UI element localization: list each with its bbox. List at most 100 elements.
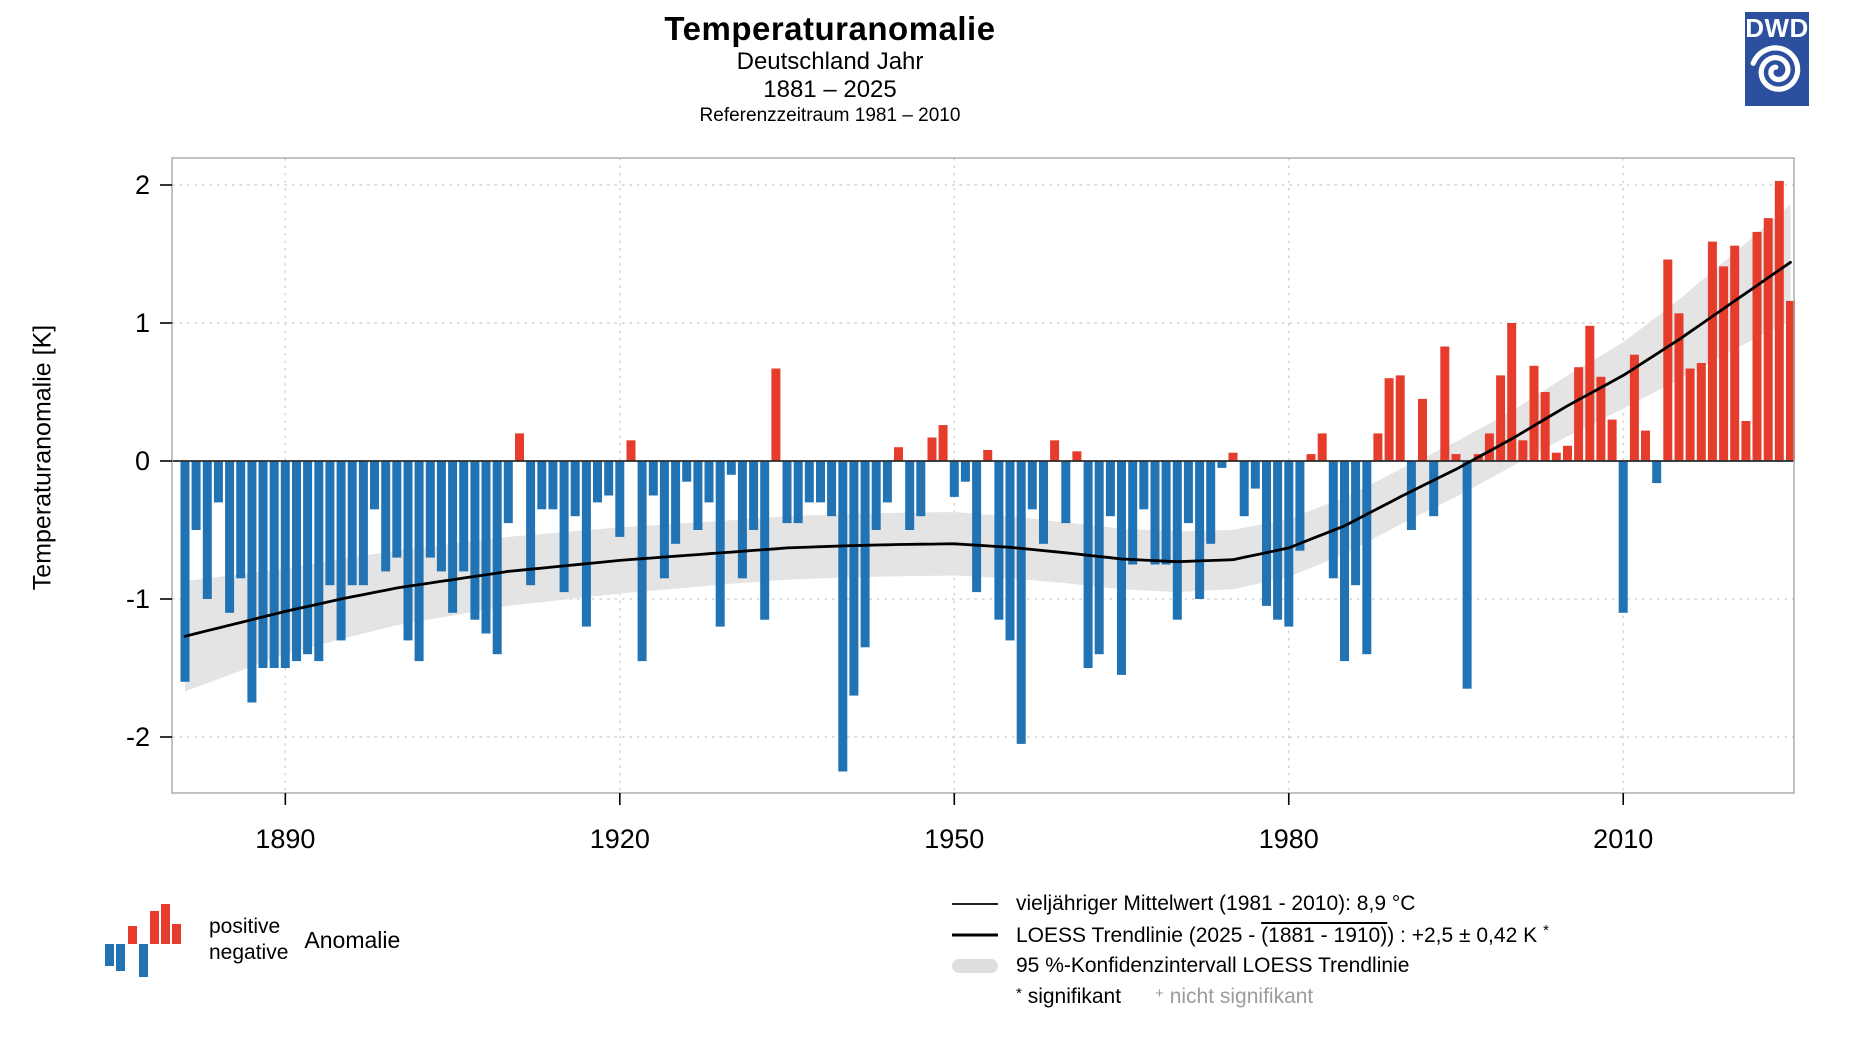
anomaly-bar-1966 (1128, 461, 1138, 565)
anomaly-bar-2011 (1629, 354, 1639, 461)
y-tick-label: 2 (135, 170, 150, 200)
anomaly-bar-1961 (1072, 451, 1082, 461)
anomaly-bar-1916 (570, 461, 580, 517)
legend-negative-bar (139, 944, 148, 977)
anomaly-chart: -2 -1 0 1 2 1890 1920 1950 1980 2010 (126, 157, 1795, 854)
anomaly-bar-2019 (1719, 266, 1729, 461)
anomaly-bar-2021 (1741, 421, 1751, 461)
anomaly-bar-2001 (1518, 440, 1528, 461)
anomaly-bar-1930 (726, 461, 736, 475)
y-tick-label: 0 (135, 446, 150, 476)
anomaly-bar-1906 (459, 461, 469, 572)
anomaly-bar-1913 (537, 461, 547, 510)
anomaly-bar-1909 (492, 461, 502, 655)
anomaly-bar-1911 (515, 433, 524, 461)
anomaly-bar-1886 (236, 461, 246, 579)
anomaly-bar-2012 (1641, 430, 1650, 461)
anomaly-bar-1957 (1027, 461, 1037, 510)
anomaly-bar-1927 (693, 461, 703, 530)
anomaly-bar-1920 (615, 461, 625, 537)
x-tick-label: 1950 (924, 824, 984, 854)
anomaly-bar-1960 (1061, 461, 1071, 524)
anomaly-bar-1949 (938, 425, 948, 461)
anomaly-bar-1934 (771, 368, 781, 461)
anomaly-bar-1994 (1440, 346, 1450, 461)
legend-mean-text: vieljähriger Mittelwert (1981 - 2010): 8… (1016, 891, 1416, 915)
anomaly-bar-1946 (905, 461, 915, 530)
dwd-logo-text: DWD (1745, 13, 1809, 43)
anomaly-bar-2005 (1563, 445, 1572, 461)
anomaly-bar-2017 (1696, 363, 1706, 461)
anomaly-bar-1971 (1183, 461, 1193, 524)
anomaly-bar-1947 (916, 461, 926, 517)
x-tick-label: 1890 (255, 824, 315, 854)
x-tick-label: 1920 (590, 824, 650, 854)
anomaly-bar-1933 (760, 461, 770, 620)
anomaly-bar-1981 (1295, 461, 1305, 551)
legend-positive-bar (172, 924, 181, 944)
anomaly-bar-2003 (1540, 392, 1550, 461)
legend-row-ci: 95 %-Konfidenzintervall LOESS Trendlinie (952, 950, 1549, 981)
anomaly-bar-1978 (1262, 461, 1271, 606)
legend-negative-bar (105, 944, 114, 966)
anomaly-bar-1904 (436, 461, 446, 572)
anomaly-bar-1990 (1395, 375, 1405, 461)
anomaly-bar-2008 (1596, 376, 1606, 461)
anomaly-bar-1888 (258, 461, 268, 668)
anomaly-bar-1943 (871, 461, 881, 530)
anomaly-bar-1980 (1284, 461, 1294, 627)
anomaly-bar-1902 (414, 461, 424, 662)
chart-period: 1881 – 2025 (763, 76, 897, 103)
anomaly-bar-1942 (860, 461, 870, 648)
legend-row-loess: LOESS Trendlinie (2025 - (1881 - 1910)) … (952, 919, 1549, 950)
legend-negative-label: negative (209, 941, 289, 964)
anomaly-bar-1914 (548, 461, 558, 510)
anomaly-bar-1938 (816, 461, 825, 503)
confidence-band-icon (952, 958, 998, 973)
anomaly-bar-2004 (1551, 452, 1561, 461)
anomaly-bar-1996 (1462, 461, 1472, 689)
anomaly-bar-1992 (1418, 398, 1427, 461)
anomaly-bar-1937 (804, 461, 814, 503)
not-significant-label: + nicht signifikant (1155, 984, 1314, 1008)
anomaly-bar-1881 (180, 461, 190, 682)
anomaly-bar-1919 (604, 461, 614, 496)
anomaly-bar-2022 (1752, 231, 1762, 461)
legend-positive-bar (150, 911, 159, 944)
anomaly-bar-1917 (581, 461, 591, 627)
legend-negative-bar (116, 944, 125, 971)
anomaly-bar-1898 (370, 461, 379, 510)
anomaly-bar-1969 (1161, 461, 1171, 565)
anomaly-bar-2006 (1574, 367, 1584, 461)
anomaly-bar-1936 (793, 461, 803, 524)
anomaly-bar-1986 (1351, 461, 1361, 586)
anomaly-bar-1979 (1273, 461, 1283, 620)
anomaly-bar-1970 (1172, 461, 1182, 620)
anomaly-bar-1900 (392, 461, 402, 558)
anomaly-bar-1974 (1217, 461, 1227, 468)
anomaly-bar-1924 (659, 461, 669, 579)
anomaly-bar-1998 (1484, 433, 1494, 461)
dwd-logo: DWD (1745, 12, 1809, 106)
anomaly-bar-1890 (280, 461, 290, 668)
anomaly-bar-1993 (1429, 461, 1439, 517)
anomaly-bar-1895 (336, 461, 346, 641)
x-tick-label: 1980 (1259, 824, 1319, 854)
anomaly-bar-1989 (1384, 378, 1394, 461)
anomaly-bar-1952 (972, 461, 982, 593)
anomaly-bar-1945 (894, 447, 903, 461)
anomaly-legend-icon (105, 904, 181, 977)
anomaly-bar-1882 (191, 461, 201, 530)
anomaly-bar-1931 (737, 461, 747, 579)
anomaly-bar-1926 (682, 461, 692, 482)
chart-reference-period: Referenzzeitraum 1981 – 2010 (699, 105, 961, 126)
anomaly-bar-1988 (1373, 433, 1383, 461)
y-tick-label: -1 (126, 584, 150, 614)
anomaly-bar-1908 (481, 461, 491, 634)
anomaly-bar-1965 (1117, 461, 1126, 675)
anomaly-bar-1910 (503, 461, 513, 524)
x-tick-label: 2010 (1593, 824, 1653, 854)
anomaly-bar-1905 (448, 461, 458, 613)
anomaly-bar-2000 (1507, 323, 1517, 461)
anomaly-bar-1975 (1228, 452, 1238, 461)
